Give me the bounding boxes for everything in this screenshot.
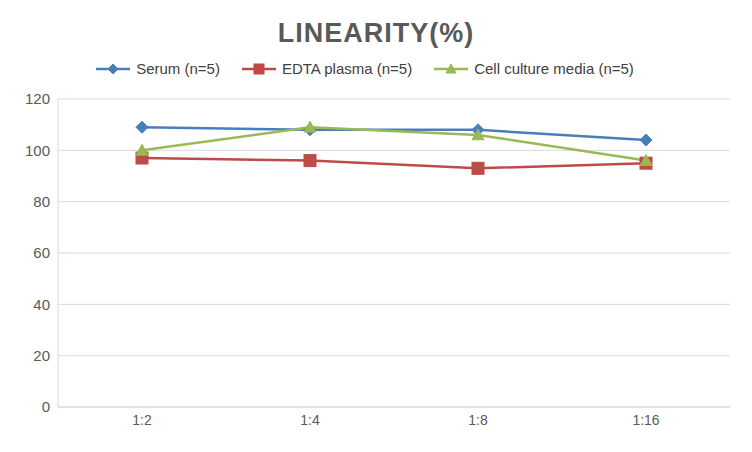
html-text:EDTA plasma (n=5): EDTA plasma (n=5) <box>282 60 413 77</box>
html-text:LINEARITY(%): LINEARITY(%) <box>277 18 475 48</box>
svg-text:0: 0 <box>42 398 50 415</box>
svg-text:1:16: 1:16 <box>632 412 659 428</box>
svg-text:20: 20 <box>33 347 50 364</box>
svg-text:120: 120 <box>25 90 50 107</box>
svg-text:40: 40 <box>33 296 50 313</box>
html-text:Serum (n=5): Serum (n=5) <box>136 60 220 77</box>
svg-text:100: 100 <box>25 142 50 159</box>
svg-text:1:8: 1:8 <box>468 412 488 428</box>
svg-text:60: 60 <box>33 244 50 261</box>
svg-text:80: 80 <box>33 193 50 210</box>
svg-text:1:4: 1:4 <box>300 412 320 428</box>
html-text:Cell culture media (n=5): Cell culture media (n=5) <box>474 60 634 77</box>
svg-text:1:2: 1:2 <box>132 412 152 428</box>
